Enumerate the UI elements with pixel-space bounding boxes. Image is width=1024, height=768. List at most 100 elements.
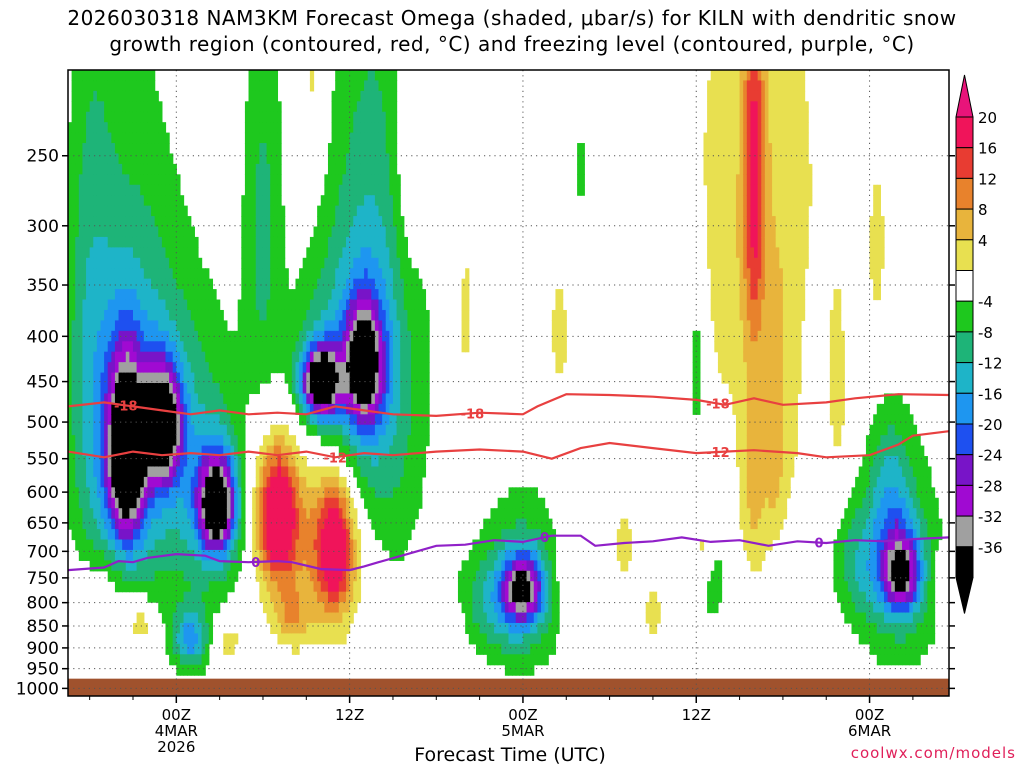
omega-cell bbox=[360, 101, 365, 113]
omega-cell bbox=[277, 508, 282, 520]
omega-cell bbox=[179, 309, 185, 321]
omega-cell bbox=[342, 403, 347, 415]
omega-cell bbox=[219, 591, 224, 603]
omega-cell bbox=[248, 268, 253, 280]
omega-cell bbox=[725, 257, 730, 269]
omega-cell bbox=[299, 414, 304, 426]
omega-cell bbox=[382, 90, 387, 102]
omega-cell bbox=[151, 591, 156, 603]
omega-cell bbox=[244, 341, 250, 353]
omega-cell bbox=[414, 445, 419, 457]
omega-cell bbox=[194, 393, 199, 405]
omega-cell bbox=[562, 330, 567, 342]
omega-cell bbox=[544, 518, 549, 530]
omega-cell bbox=[519, 570, 524, 582]
omega-cell bbox=[299, 570, 304, 582]
omega-cell bbox=[353, 602, 358, 614]
omega-cell bbox=[230, 518, 235, 530]
omega-cell bbox=[96, 90, 102, 102]
omega-cell bbox=[533, 508, 538, 520]
omega-cell bbox=[183, 602, 188, 614]
omega-cell bbox=[241, 403, 246, 415]
omega-cell bbox=[273, 456, 279, 468]
omega-cell bbox=[255, 101, 260, 113]
omega-cell bbox=[331, 257, 336, 269]
omega-cell bbox=[111, 466, 116, 478]
omega-cell bbox=[255, 70, 260, 82]
omega-cell bbox=[111, 226, 116, 238]
omega-cell bbox=[161, 278, 167, 290]
omega-cell bbox=[190, 487, 195, 499]
omega-cell bbox=[522, 487, 528, 499]
omega-cell bbox=[82, 143, 87, 155]
omega-cell bbox=[237, 549, 242, 561]
omega-cell bbox=[349, 268, 354, 280]
omega-cell bbox=[71, 518, 76, 530]
omega-cell bbox=[497, 612, 502, 624]
omega-cell bbox=[349, 101, 354, 113]
omega-cell bbox=[385, 435, 390, 447]
omega-cell bbox=[389, 174, 394, 186]
omega-cell bbox=[129, 205, 134, 217]
omega-cell bbox=[392, 320, 398, 332]
omega-cell bbox=[100, 289, 105, 301]
omega-cell bbox=[392, 70, 398, 82]
omega-cell bbox=[295, 456, 300, 468]
omega-cell bbox=[530, 622, 535, 634]
omega-cell bbox=[374, 309, 380, 321]
omega-cell bbox=[136, 278, 141, 290]
omega-cell bbox=[187, 309, 192, 321]
omega-cell bbox=[696, 372, 701, 384]
omega-cell bbox=[216, 560, 221, 572]
omega-cell bbox=[129, 111, 134, 123]
omega-cell bbox=[382, 372, 387, 384]
omega-cell bbox=[418, 341, 423, 353]
omega-cell bbox=[89, 236, 94, 248]
omega-cell bbox=[179, 226, 185, 238]
omega-cell bbox=[104, 143, 109, 155]
omega-cell bbox=[342, 539, 347, 551]
omega-cell bbox=[541, 539, 546, 551]
omega-cell bbox=[104, 372, 109, 384]
omega-cell bbox=[277, 591, 282, 603]
omega-cell bbox=[743, 111, 748, 123]
omega-cell bbox=[107, 205, 112, 217]
omega-cell bbox=[172, 654, 177, 666]
omega-cell bbox=[100, 320, 105, 332]
omega-cell bbox=[111, 351, 116, 363]
omega-cell bbox=[739, 383, 744, 395]
omega-cell bbox=[140, 424, 145, 436]
omega-cell bbox=[255, 226, 260, 238]
omega-cell bbox=[154, 111, 159, 123]
omega-cell bbox=[96, 257, 102, 269]
omega-cell bbox=[154, 487, 159, 499]
omega-cell bbox=[317, 581, 322, 593]
omega-cell bbox=[291, 622, 297, 634]
omega-cell bbox=[187, 362, 192, 374]
omega-cell bbox=[378, 362, 383, 374]
omega-cell bbox=[703, 174, 708, 186]
omega-cell bbox=[551, 330, 557, 342]
omega-cell bbox=[183, 612, 188, 624]
omega-cell bbox=[392, 424, 398, 436]
omega-cell bbox=[732, 403, 737, 415]
omega-cell bbox=[237, 383, 242, 395]
omega-cell bbox=[306, 330, 311, 342]
omega-cell bbox=[118, 226, 123, 238]
omega-cell bbox=[342, 633, 347, 645]
omega-cell bbox=[262, 570, 268, 582]
omega-cell bbox=[400, 487, 405, 499]
omega-cell bbox=[465, 560, 470, 572]
omega-cell bbox=[270, 90, 275, 102]
omega-cell bbox=[111, 383, 116, 395]
omega-cell bbox=[389, 268, 394, 280]
omega-cell bbox=[710, 132, 715, 144]
omega-cell bbox=[407, 362, 412, 374]
omega-cell bbox=[68, 268, 73, 280]
omega-cell bbox=[389, 111, 394, 123]
omega-cell bbox=[118, 101, 123, 113]
omega-cell bbox=[187, 560, 192, 572]
omega-cell bbox=[262, 508, 268, 520]
omega-cell bbox=[100, 257, 105, 269]
omega-cell bbox=[216, 529, 221, 541]
